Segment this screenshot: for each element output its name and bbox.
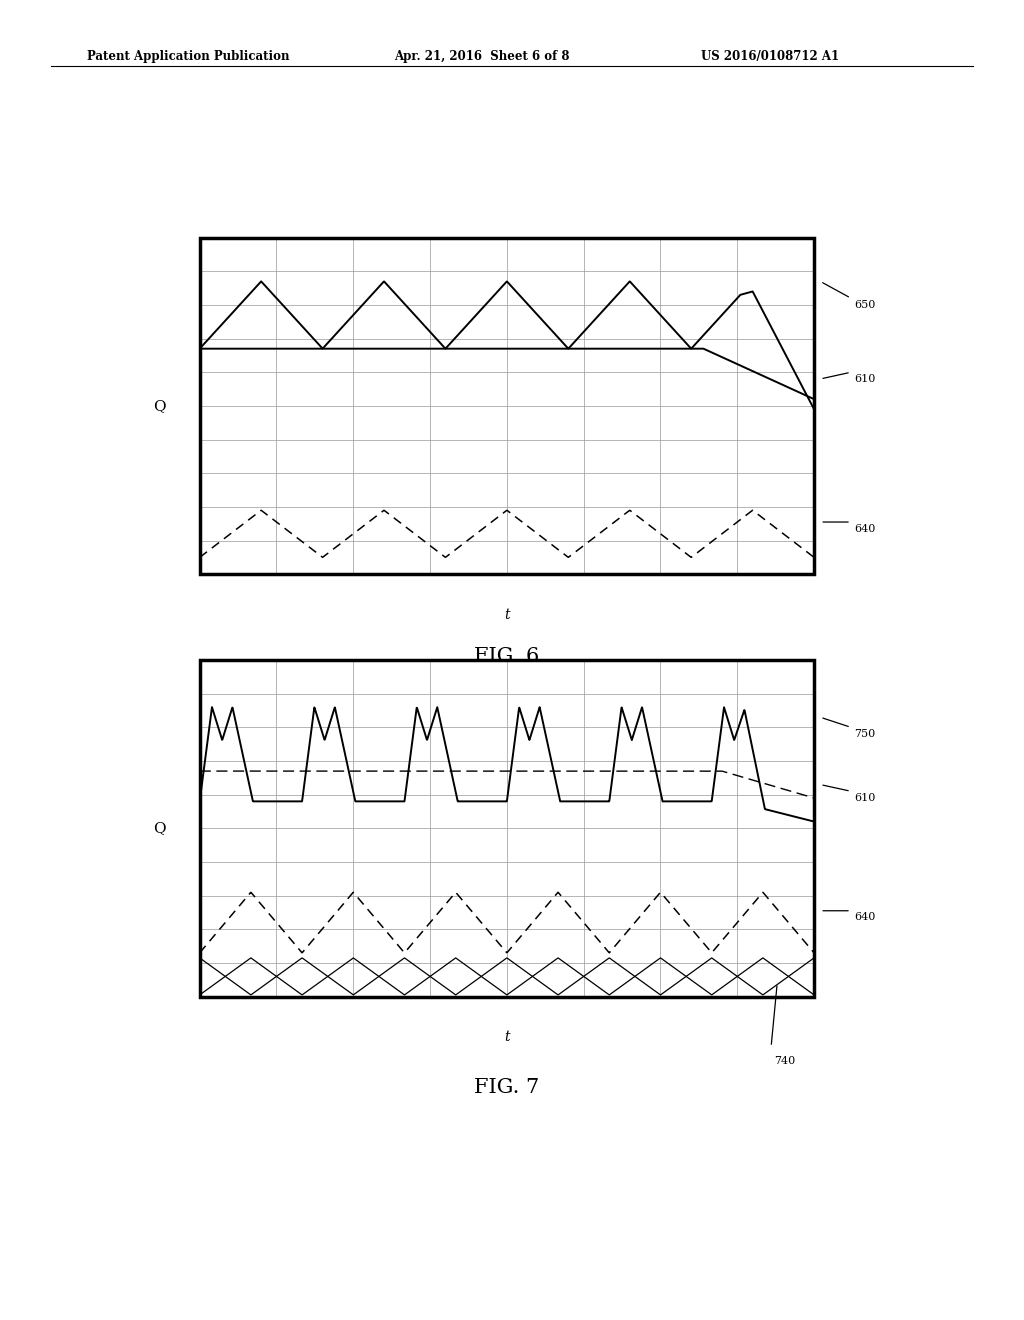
Text: Apr. 21, 2016  Sheet 6 of 8: Apr. 21, 2016 Sheet 6 of 8 — [394, 50, 569, 63]
Text: 610: 610 — [854, 793, 876, 803]
Text: 610: 610 — [854, 374, 876, 384]
Text: 640: 640 — [854, 524, 876, 533]
Text: US 2016/0108712 A1: US 2016/0108712 A1 — [701, 50, 840, 63]
Text: Q: Q — [154, 821, 166, 836]
Text: 650: 650 — [854, 300, 876, 310]
Text: 740: 740 — [774, 1056, 796, 1065]
Text: Q: Q — [154, 399, 166, 413]
Text: Patent Application Publication: Patent Application Publication — [87, 50, 290, 63]
Text: FIG. 7: FIG. 7 — [474, 1078, 540, 1097]
Text: t: t — [504, 1030, 510, 1044]
Text: 750: 750 — [854, 729, 876, 739]
Text: 640: 640 — [854, 912, 876, 923]
Text: FIG. 6: FIG. 6 — [474, 647, 540, 665]
Text: t: t — [504, 607, 510, 622]
